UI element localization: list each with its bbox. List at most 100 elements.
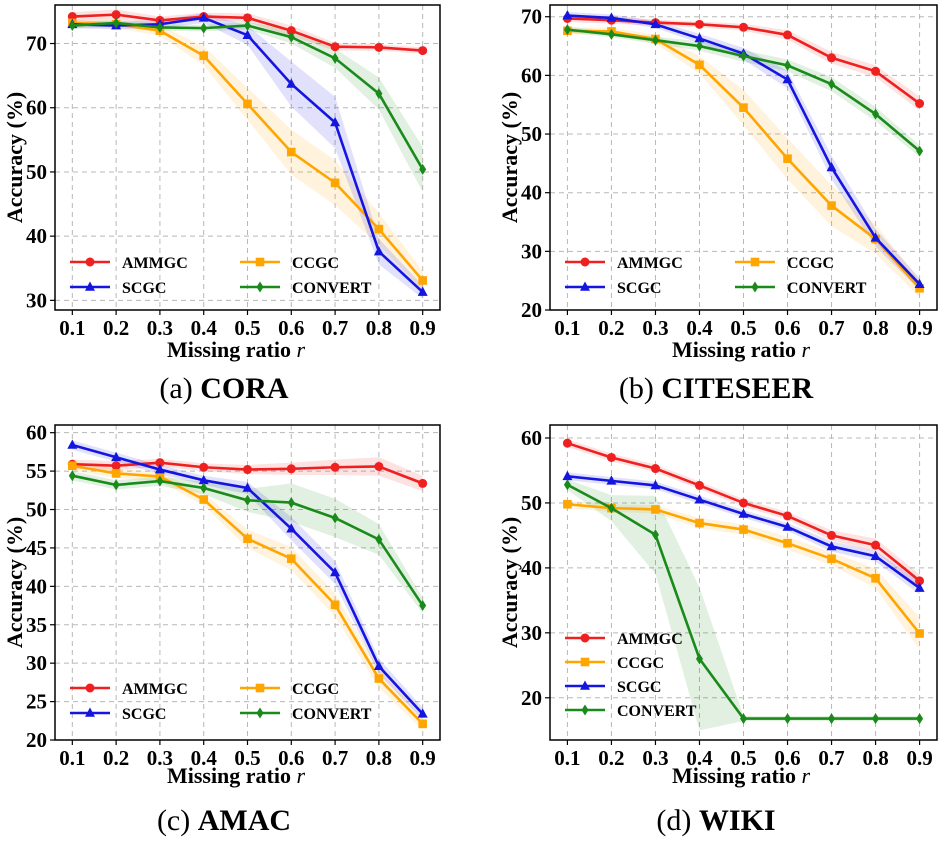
x-tick-label: 0.5 [234, 746, 260, 770]
legend-marker [255, 683, 265, 693]
data-point [870, 550, 881, 560]
data-point [375, 533, 383, 545]
data-point [651, 34, 659, 46]
x-tick-label: 0.3 [147, 316, 173, 340]
data-point [373, 246, 384, 256]
x-tick-label: 0.8 [366, 746, 392, 770]
x-tick-label: 0.3 [642, 746, 668, 770]
data-point [154, 464, 165, 474]
data-point [826, 161, 837, 172]
data-point [68, 470, 76, 482]
data-point [111, 451, 122, 462]
data-point [242, 29, 253, 39]
data-point [871, 573, 880, 583]
y-axis-label: Accuracy (%) [2, 517, 27, 648]
y-tick-label: 40 [521, 556, 542, 580]
data-point [826, 540, 837, 551]
data-point [695, 40, 703, 52]
chart-panel-1: 0.1 0.2 0.3 0.4 0.5 0.6 0.7 0.8 0.9 30 40 50 60 70 Mis… [2, 4, 441, 405]
data-point [740, 50, 747, 62]
x-tick-label: 0.6 [278, 746, 304, 770]
legend-marker [750, 257, 760, 267]
x-tick-label: 0.9 [410, 316, 436, 340]
data-point [198, 474, 209, 485]
data-point [418, 719, 427, 729]
data-point [827, 554, 836, 564]
data-point [916, 713, 924, 725]
data-point [607, 502, 615, 514]
x-tick-label: 0.4 [191, 316, 218, 340]
data-point [375, 88, 383, 100]
x-tick-label: 0.7 [322, 316, 348, 340]
data-point [694, 32, 705, 43]
data-point [156, 475, 164, 487]
data-point [287, 31, 295, 43]
y-tick-label: 60 [26, 421, 47, 445]
data-point [244, 494, 251, 506]
data-point [111, 461, 121, 471]
y-tick-label: 50 [26, 160, 47, 184]
data-point [562, 10, 573, 20]
data-point [287, 497, 295, 509]
data-point [914, 278, 925, 288]
data-point [782, 521, 793, 531]
legend-label: CCGC [787, 255, 834, 272]
x-tick-label: 0.7 [322, 746, 348, 770]
data-point [915, 283, 924, 293]
data-point [199, 495, 209, 504]
chart-panel-3: 0.1 0.2 0.3 0.4 0.5 0.6 0.7 0.8 0.9 20 25 30 35 40 45 5… [2, 421, 441, 837]
data-point [607, 28, 615, 40]
legend-marker [580, 657, 590, 667]
data-point [418, 46, 428, 56]
data-point [200, 482, 208, 494]
data-point [68, 461, 77, 471]
data-point [650, 464, 660, 474]
y-tick-label: 20 [26, 728, 47, 752]
data-point [286, 147, 296, 157]
data-point [740, 713, 747, 725]
data-point [827, 53, 837, 63]
figure-caption: (b) CITESEER [619, 372, 814, 405]
x-tick-label: 0.3 [147, 746, 173, 770]
x-tick-label: 0.6 [774, 316, 800, 340]
y-tick-label: 70 [521, 5, 542, 29]
legend-label: SCGC [122, 706, 166, 723]
data-point [331, 512, 339, 524]
legend-marker [580, 281, 590, 291]
data-point [562, 438, 572, 448]
legend-label: AMMGC [617, 631, 683, 648]
data-point [156, 21, 164, 33]
legend-marker [85, 707, 95, 717]
data-point [782, 73, 793, 84]
y-tick-label: 50 [26, 498, 47, 522]
y-tick-label: 30 [26, 288, 47, 312]
y-tick-label: 60 [521, 426, 542, 450]
legend-label: AMMGC [122, 681, 188, 698]
legend-label: CCGC [292, 681, 339, 698]
figure-caption: (c) AMAC [157, 804, 291, 837]
data-point [419, 600, 427, 612]
confidence-band [72, 12, 423, 299]
y-axis-label: Accuracy (%) [497, 517, 522, 648]
data-point [563, 479, 571, 491]
y-tick-label: 30 [521, 239, 542, 263]
chart-panel-2: 0.1 0.2 0.3 0.4 0.5 0.6 0.7 0.8 0.9 20 30 40 50 60 70 M… [497, 4, 938, 405]
data-point [419, 163, 427, 175]
data-point [67, 439, 78, 449]
data-point [286, 523, 297, 533]
x-tick-label: 0.2 [103, 746, 129, 770]
data-point [739, 498, 748, 508]
legend-label: AMMGC [617, 255, 683, 272]
data-point [242, 482, 253, 492]
data-point [783, 538, 792, 548]
y-tick-label: 25 [26, 690, 47, 714]
data-point [330, 567, 341, 577]
legend-label: SCGC [617, 679, 661, 696]
legend-label: SCGC [122, 280, 166, 297]
x-tick-label: 0.4 [191, 746, 218, 770]
data-point [695, 518, 704, 528]
data-point [112, 479, 120, 491]
data-point [606, 12, 617, 22]
y-tick-label: 60 [521, 63, 542, 87]
